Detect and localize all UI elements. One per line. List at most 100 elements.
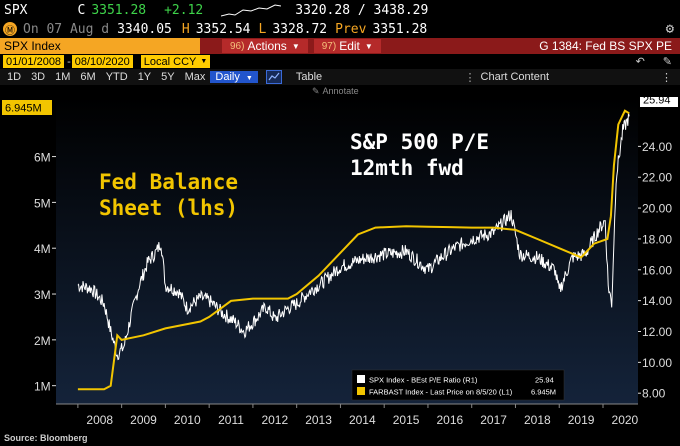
last-price: 3351.28	[91, 2, 147, 18]
right-axis-tick-label: 16.00	[642, 263, 672, 277]
settings-gear-icon[interactable]: ⚙	[665, 21, 674, 37]
source-note: Source: Bloomberg	[4, 433, 88, 443]
period-button-max[interactable]: Max	[184, 71, 206, 83]
chart-content-button[interactable]: ⋮ Chart Content	[465, 71, 549, 84]
period-buttons: 1D 3D 1M 6M YTD 1Y 5Y Max	[2, 71, 210, 83]
frequency-select[interactable]: Daily ▼	[210, 71, 258, 83]
legend-pe-value: 25.94	[535, 376, 554, 385]
edit-label: Edit	[339, 39, 360, 53]
fed-last-value-tag: 6.945M	[2, 100, 52, 115]
legend-pe-swatch	[357, 375, 365, 383]
low-label: L	[258, 21, 267, 37]
chevron-down-icon: ▼	[200, 58, 208, 65]
right-axis-tick-label: 8.00	[642, 387, 666, 401]
x-axis-tick-label: 2008	[86, 413, 113, 427]
x-axis-tick-label: 2019	[568, 413, 595, 427]
fed-annotation-line2: Sheet (lhs)	[99, 196, 238, 220]
left-axis-tick-label: 5M	[34, 196, 51, 210]
annotate-label: Annotate	[322, 86, 359, 96]
more-options-icon[interactable]: ⋮	[661, 71, 672, 84]
right-axis-tick-label: 24.00	[642, 140, 672, 154]
date-separator: -	[67, 55, 71, 68]
undo-icon[interactable]: ↶	[635, 56, 645, 68]
chevron-down-icon: ▼	[245, 75, 253, 82]
period-button-1m[interactable]: 1M	[55, 71, 71, 83]
right-axis-tick-label: 12.00	[642, 325, 672, 339]
end-date-field[interactable]: 08/10/2020	[71, 55, 133, 68]
day-range: 3320.28 / 3438.29	[295, 2, 429, 18]
legend: SPX Index - BEst P/E Ratio (R1) 25.94 FA…	[351, 369, 565, 401]
legend-pe-label: SPX Index - BEst P/E Ratio (R1)	[369, 376, 478, 385]
left-axis-tick-label: 3M	[34, 288, 51, 302]
chevron-down-icon: ▼	[291, 41, 300, 51]
high-price: 3352.54	[195, 21, 251, 37]
chart-content-label: Chart Content	[480, 71, 549, 83]
pe-annotation-line1: S&P 500 P/E	[350, 130, 489, 154]
pe-last-value-tag: 25.94	[640, 97, 678, 107]
pe-ratio-series-line	[77, 112, 630, 361]
legend-fed-label: FARBAST Index - Last Price on 8/5/20 (L1…	[369, 388, 513, 397]
period-button-6m[interactable]: 6M	[80, 71, 96, 83]
graph-title: G 1384: Fed BS SPX PE	[539, 39, 672, 53]
annotate-bar: ✎ Annotate	[0, 85, 680, 97]
start-date-field[interactable]: 01/01/2008	[3, 55, 65, 68]
fed-balance-sheet-series-line	[77, 109, 630, 391]
pencil-icon: ✎	[312, 85, 320, 96]
right-axis-tick-label: 18.00	[642, 232, 672, 246]
quote-icon[interactable]: Ⓜ	[3, 22, 17, 37]
period-button-5y[interactable]: 5Y	[161, 71, 175, 83]
actions-menu-button[interactable]: 96) Actions ▼	[222, 39, 308, 53]
fed-last-value: 6.945M	[5, 103, 42, 115]
edit-number: 97)	[321, 40, 337, 52]
chart-area: 1M 2M 3M 4M 5M 6M 8.00 10.00 12.00 14.00 16.00 18.…	[2, 97, 678, 427]
period-toolbar: 1D 3D 1M 6M YTD 1Y 5Y Max Daily ▼ Table ⋮ Chart…	[0, 69, 680, 85]
legend-fed-value: 6.945M	[531, 388, 556, 397]
last-price-label: C	[77, 2, 86, 18]
quote-date: On 07 Aug d	[23, 21, 110, 37]
plot-background	[56, 97, 638, 404]
ticker-symbol[interactable]: SPX	[4, 2, 28, 18]
right-axis-tick-label: 14.00	[642, 294, 672, 308]
prev-label: Prev	[335, 21, 367, 37]
quote-bar: SPX C 3351.28 +2.12 3320.28 / 3438.29	[0, 0, 680, 20]
period-button-1d[interactable]: 1D	[7, 71, 22, 83]
prev-price: 3351.28	[372, 21, 428, 37]
x-axis-tick-label: 2011	[218, 413, 244, 427]
annotate-button[interactable]: ✎ Annotate	[312, 86, 359, 97]
actions-number: 96)	[230, 40, 245, 52]
left-axis-tick-label: 2M	[34, 334, 51, 348]
right-axis-tick-label: 22.00	[642, 171, 672, 185]
high-label: H	[181, 21, 190, 37]
x-axis-tick-label: 2013	[305, 413, 332, 427]
table-button[interactable]: Table	[295, 71, 323, 83]
period-button-ytd[interactable]: YTD	[105, 71, 128, 83]
x-axis-tick-label: 2012	[261, 413, 288, 427]
currency-select[interactable]: Local CCY ▼	[140, 55, 211, 68]
x-axis-tick-label: 2014	[349, 413, 376, 427]
edit-pencil-icon[interactable]: ✎	[662, 56, 672, 68]
right-axis-tick-label: 10.00	[642, 356, 672, 370]
left-axis-tick-label: 6M	[34, 151, 51, 165]
x-axis-tick-label: 2016	[436, 413, 463, 427]
function-toolbar: SPX Index 96) Actions ▼ 97) Edit ▼ G 138…	[0, 38, 680, 54]
legend-fed-swatch	[357, 387, 365, 395]
edit-menu-button[interactable]: 97) Edit ▼	[313, 39, 381, 53]
open-price: 3340.05	[117, 21, 172, 37]
fed-annotation-line1: Fed Balance	[99, 170, 238, 194]
period-button-3d[interactable]: 3D	[31, 71, 46, 83]
x-axis-tick-label: 2020	[612, 413, 639, 427]
quote-detail-bar: Ⓜ On 07 Aug d 3340.05 H 3352.54 L 3328.7…	[0, 20, 680, 38]
pe-annotation-line2: 12mth fwd	[350, 156, 464, 180]
left-axis-tick-label: 1M	[34, 380, 51, 394]
currency-label: Local CCY	[143, 55, 197, 68]
low-price: 3328.72	[272, 21, 328, 37]
chart-type-icon[interactable]	[265, 70, 282, 84]
sparkline	[221, 4, 282, 17]
x-axis-tick-label: 2015	[393, 413, 420, 427]
left-axis-tick-label: 4M	[34, 242, 51, 256]
x-axis-tick-label: 2017	[480, 413, 507, 427]
period-button-1y[interactable]: 1Y	[137, 71, 152, 83]
security-box[interactable]: SPX Index	[0, 38, 200, 54]
right-axis-tick-label: 20.00	[642, 202, 672, 216]
security-label: SPX Index	[4, 39, 61, 53]
